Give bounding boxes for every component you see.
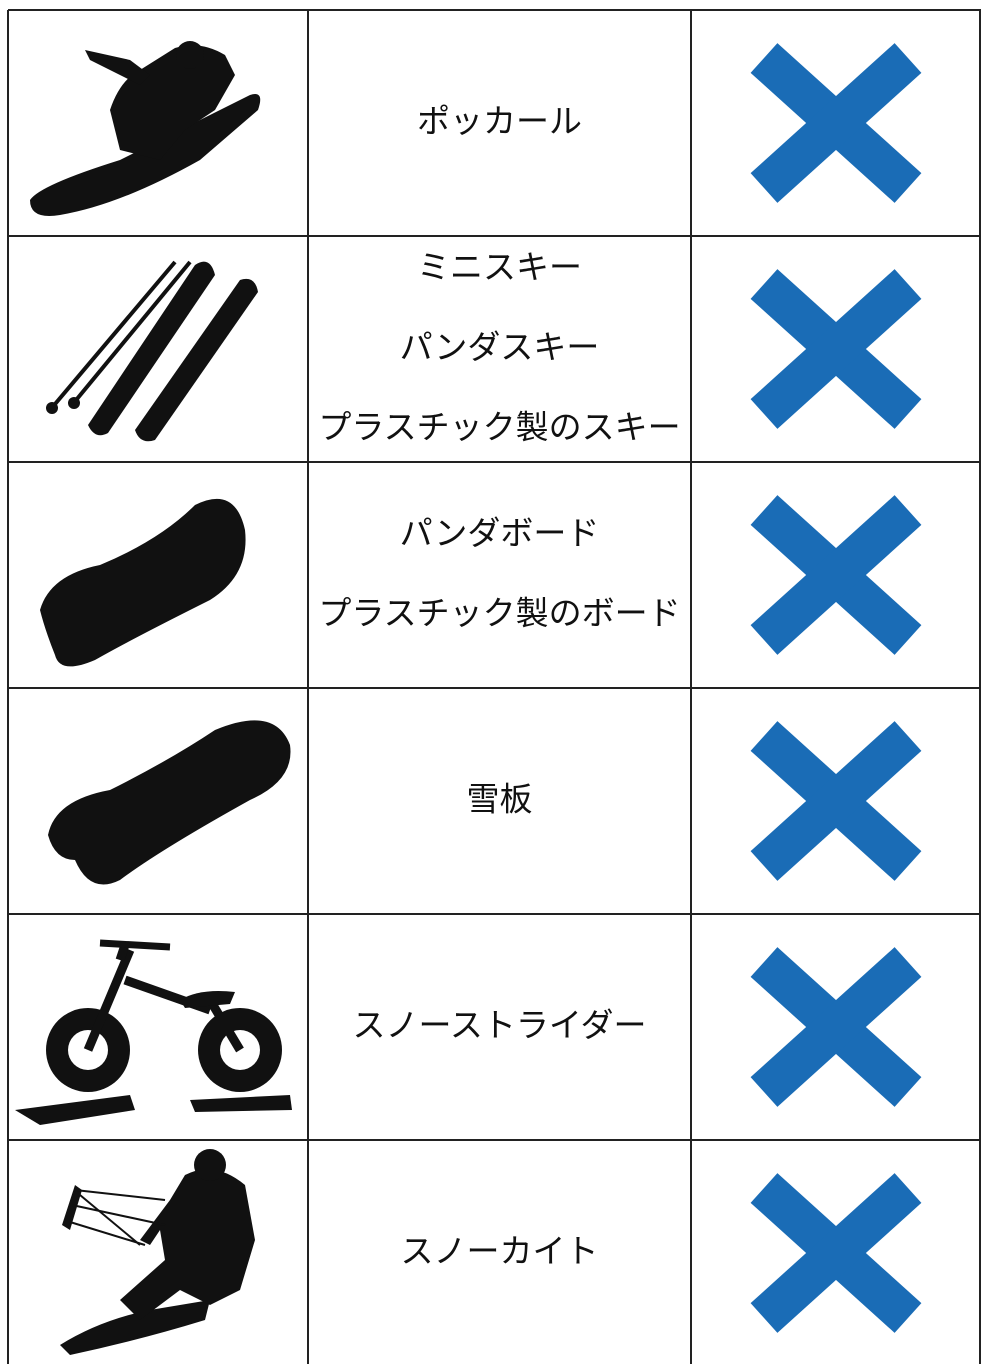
item-label: プラスチック製のスキー	[318, 408, 680, 447]
cross-stroke	[750, 721, 922, 881]
icons	[15, 41, 292, 1355]
icon-strider	[15, 939, 292, 1125]
item-label: プラスチック製のボード	[318, 594, 680, 633]
icon-panda-board	[40, 498, 246, 667]
cross-mark	[750, 947, 922, 1107]
item-label: 雪板	[467, 780, 533, 819]
item-label: スノーカイト	[401, 1232, 599, 1271]
item-label: パンダスキー	[400, 328, 600, 367]
cross-stroke	[750, 947, 922, 1107]
cross-mark	[750, 721, 922, 881]
item-label: スノーストライダー	[352, 1006, 646, 1045]
cross-mark	[750, 43, 922, 203]
icon-pokkaru	[30, 41, 261, 216]
item-label: ポッカール	[417, 102, 582, 141]
cross-mark	[750, 269, 922, 429]
cross-mark	[750, 1173, 922, 1333]
item-label: ミニスキー	[417, 248, 582, 287]
item-label: パンダボード	[400, 514, 600, 553]
cross-mark	[750, 495, 922, 655]
cross-stroke	[750, 43, 922, 203]
icon-yukiita	[48, 720, 291, 885]
cross-stroke	[750, 495, 922, 655]
icon-skis	[46, 260, 258, 442]
grid	[7, 9, 981, 1364]
cross-stroke	[750, 1173, 922, 1333]
icon-snow-kite	[60, 1149, 255, 1355]
cells: ポッカールミニスキーパンダスキープラスチック製のスキーパンダボードプラスチック製…	[318, 43, 922, 1333]
cross-stroke	[750, 269, 922, 429]
